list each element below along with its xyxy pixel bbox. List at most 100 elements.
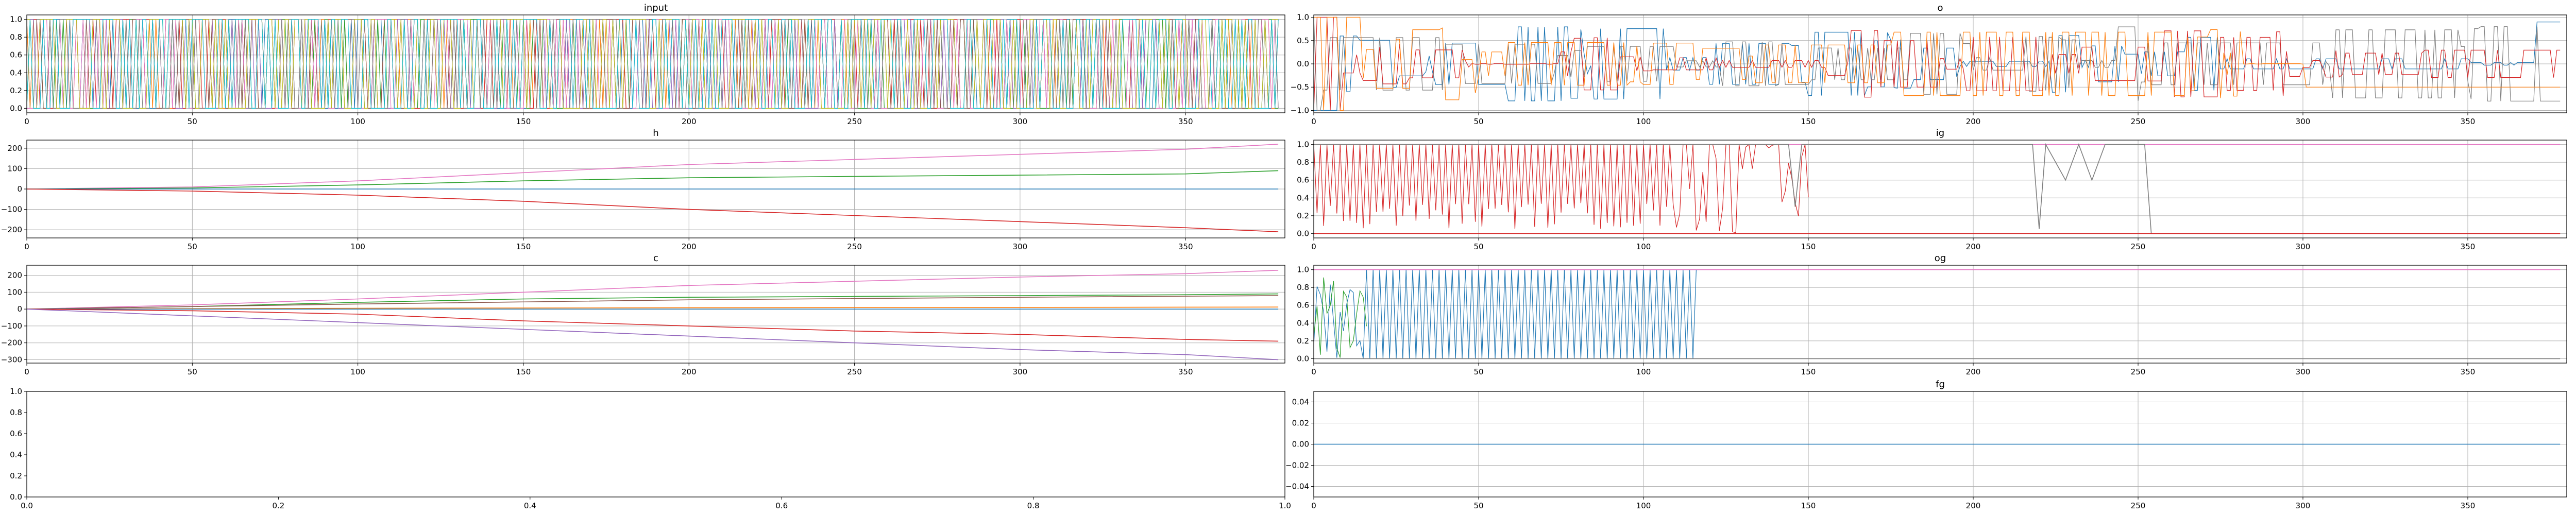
chart-title-input: input: [644, 3, 668, 13]
series-line-dense-0: [1314, 144, 1809, 233]
y-tick-label-5: 1.0: [1297, 140, 1309, 149]
x-tick-label-7: 350: [1178, 367, 1193, 376]
y-tick-label-3: 0.5: [1297, 36, 1309, 45]
x-tick-label-3: 150: [516, 117, 531, 126]
y-tick-label-1: 0.2: [10, 471, 22, 480]
x-tick-label-5: 250: [847, 117, 862, 126]
series-line-4: [27, 19, 1279, 109]
y-tick-label-1: −200: [1, 338, 22, 348]
plot-area-h: [27, 144, 1279, 232]
series-line-8: [27, 19, 1279, 109]
panel-h: 0 50 100 150 200 250 300 350 −200 −100 0 100 200 h: [1, 128, 1285, 251]
series-line-1: [1314, 143, 2561, 234]
y-tick-label-2: 0.4: [1297, 318, 1309, 328]
x-tick-label-0: 0: [1311, 367, 1316, 376]
y-tick-label-4: 100: [7, 287, 22, 297]
plot-area-og: [1314, 269, 2561, 359]
x-tick-label-4: 200: [1966, 117, 1981, 126]
x-tick-label-1: 50: [188, 242, 197, 251]
series-line-0: [1314, 21, 2561, 111]
series-line-0: [27, 270, 1279, 310]
series-line-5: [27, 19, 1279, 109]
y-tick-label-2: 0.4: [10, 450, 22, 459]
x-tick-label-4: 200: [1966, 501, 1981, 510]
series-line-0: [27, 144, 1279, 190]
y-tick-label-0: −300: [1, 355, 22, 364]
y-tick-label-2: 0.00: [1292, 440, 1309, 449]
y-tick-label-4: 0.8: [1297, 158, 1309, 167]
plot-area-input: [27, 19, 1279, 109]
y-tick-label-5: 1.0: [1297, 265, 1309, 274]
y-tick-label-4: 0.8: [1297, 283, 1309, 292]
series-line-0: [27, 19, 1279, 109]
chart-title-og: og: [1935, 253, 1946, 264]
x-tick-label-4: 200: [682, 367, 697, 376]
chart-title-ig: ig: [1936, 128, 1944, 139]
chart-title-fg: fg: [1936, 379, 1945, 390]
x-tick-label-3: 150: [516, 367, 531, 376]
y-tick-label-4: 0.8: [10, 32, 22, 42]
y-tick-label-4: 0.8: [10, 408, 22, 417]
x-tick-label-1: 50: [1473, 242, 1483, 251]
axes-frame: [26, 14, 1285, 113]
series-line-5: [27, 308, 1279, 342]
axes-frame: [1313, 140, 2567, 238]
series-line-dense-1: [1314, 277, 1367, 358]
panel-og: 0 50 100 150 200 250 300 350 0.0 0.2 0.4 0.6 0.8 1.0 o…: [1297, 253, 2567, 376]
x-tick-label-7: 350: [2461, 242, 2476, 251]
x-tick-label-5: 250: [2131, 367, 2146, 376]
y-tick-label-1: 0.2: [1297, 211, 1309, 220]
x-tick-label-0: 0: [24, 117, 29, 126]
y-tick-label-2: 0.4: [1297, 193, 1309, 202]
panel-o: 0 50 100 150 200 250 300 350 −1.0 −0.5 0.0 0.5 1.0 o: [1291, 3, 2567, 126]
series-line-2: [1314, 16, 2561, 111]
x-tick-label-7: 350: [2461, 501, 2476, 510]
y-tick-label-3: 0.02: [1292, 419, 1309, 428]
x-tick-label-4: 200: [682, 242, 697, 251]
x-tick-label-4: 200: [682, 117, 697, 126]
chart-title-h: h: [653, 128, 658, 139]
y-tick-label-3: 0.6: [1297, 301, 1309, 310]
y-tick-label-5: 1.0: [10, 15, 22, 24]
x-tick-label-7: 350: [1178, 117, 1193, 126]
y-tick-label-4: 1.0: [1297, 13, 1309, 22]
x-tick-label-4: 200: [1966, 367, 1981, 376]
panel-c: 0 50 100 150 200 250 300 350 −300 −200 −100 0 100 200…: [1, 253, 1285, 376]
plot-area-c: [27, 270, 1279, 360]
y-tick-label-5: 200: [7, 271, 22, 280]
x-tick-label-4: 200: [1966, 242, 1981, 251]
y-tick-label-3: 0.6: [10, 50, 22, 60]
y-tick-label-2: 0.4: [10, 68, 22, 77]
y-tick-label-3: 100: [7, 164, 22, 173]
x-tick-label-6: 300: [2296, 501, 2311, 510]
x-tick-label-2: 100: [350, 367, 365, 376]
y-tick-label-3: 0.6: [10, 429, 22, 438]
x-tick-label-3: 150: [1801, 242, 1816, 251]
panel-fg: 0 50 100 150 200 250 300 350 −0.04 −0.02 0.00 0.02 0…: [1285, 379, 2567, 510]
x-tick-label-3: 150: [1801, 117, 1816, 126]
series-line-1: [27, 170, 1279, 190]
x-tick-label-5: 250: [2131, 242, 2146, 251]
y-tick-label-1: 0.2: [1297, 336, 1309, 346]
y-tick-label-1: 0.2: [10, 86, 22, 95]
x-tick-label-3: 150: [1801, 367, 1816, 376]
x-tick-label-1: 50: [1473, 501, 1483, 510]
x-tick-label-2: 100: [350, 117, 365, 126]
series-line-3: [27, 306, 1279, 310]
x-tick-label-0: 0.0: [21, 501, 33, 510]
x-tick-label-7: 350: [2461, 117, 2476, 126]
x-tick-label-2: 100: [1636, 501, 1651, 510]
y-tick-label-2: 0: [17, 184, 22, 194]
y-tick-label-0: 0.0: [10, 492, 22, 502]
x-tick-label-3: 150: [1801, 501, 1816, 510]
x-tick-label-0: 0: [1311, 242, 1316, 251]
panel-empty: 0.0 0.2 0.4 0.6 0.8 1.0 0.0 0.2 0.4 0.6 0.8 1.0: [10, 387, 1291, 510]
series-line-7: [27, 19, 1279, 109]
series-line-9: [27, 19, 1279, 109]
series-line-dense-0: [1314, 269, 1697, 359]
x-tick-label-6: 300: [2296, 367, 2311, 376]
y-tick-label-2: −100: [1, 321, 22, 331]
series-line-1: [27, 19, 1279, 109]
y-tick-label-0: −200: [1, 225, 22, 234]
x-tick-label-3: 0.6: [775, 501, 788, 510]
